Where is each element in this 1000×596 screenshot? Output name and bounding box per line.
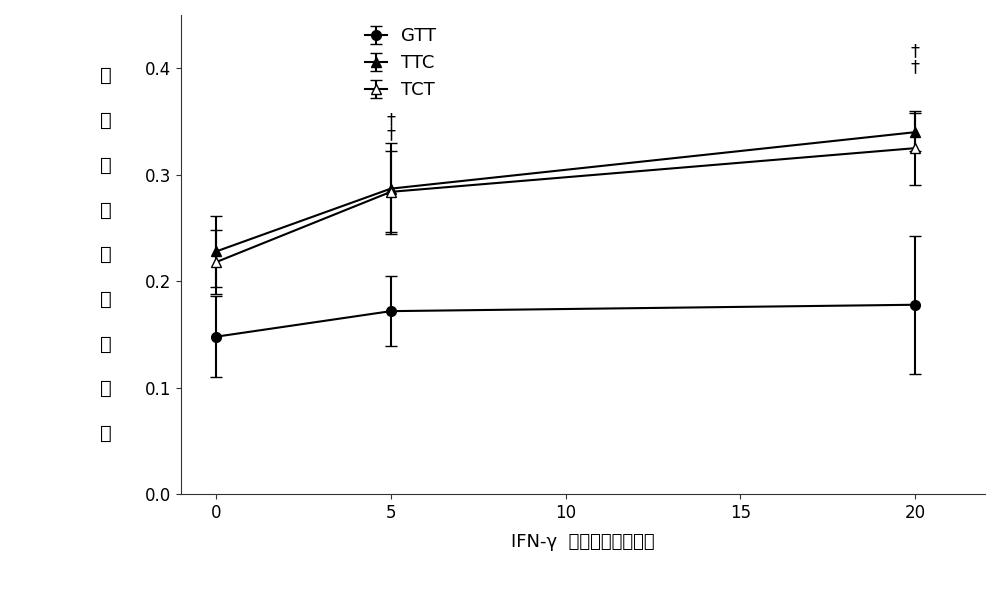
Text: 相: 相 [100,290,112,309]
Text: †: † [911,58,920,76]
X-axis label: IFN-γ  诱导时间（小时）: IFN-γ 诱导时间（小时） [511,533,655,551]
Text: †: † [386,125,395,143]
Text: 素: 素 [100,156,112,175]
Legend: GTT, TTC, TCT: GTT, TTC, TCT [358,20,444,106]
Text: 的: 的 [100,245,112,264]
Text: †: † [911,42,920,60]
Text: 性: 性 [100,424,112,443]
Text: 对: 对 [100,334,112,353]
Text: 光: 光 [100,111,112,130]
Text: 酶: 酶 [100,200,112,219]
Text: 荧: 荧 [100,66,112,85]
Text: 活: 活 [100,379,112,398]
Text: †: † [386,111,395,129]
